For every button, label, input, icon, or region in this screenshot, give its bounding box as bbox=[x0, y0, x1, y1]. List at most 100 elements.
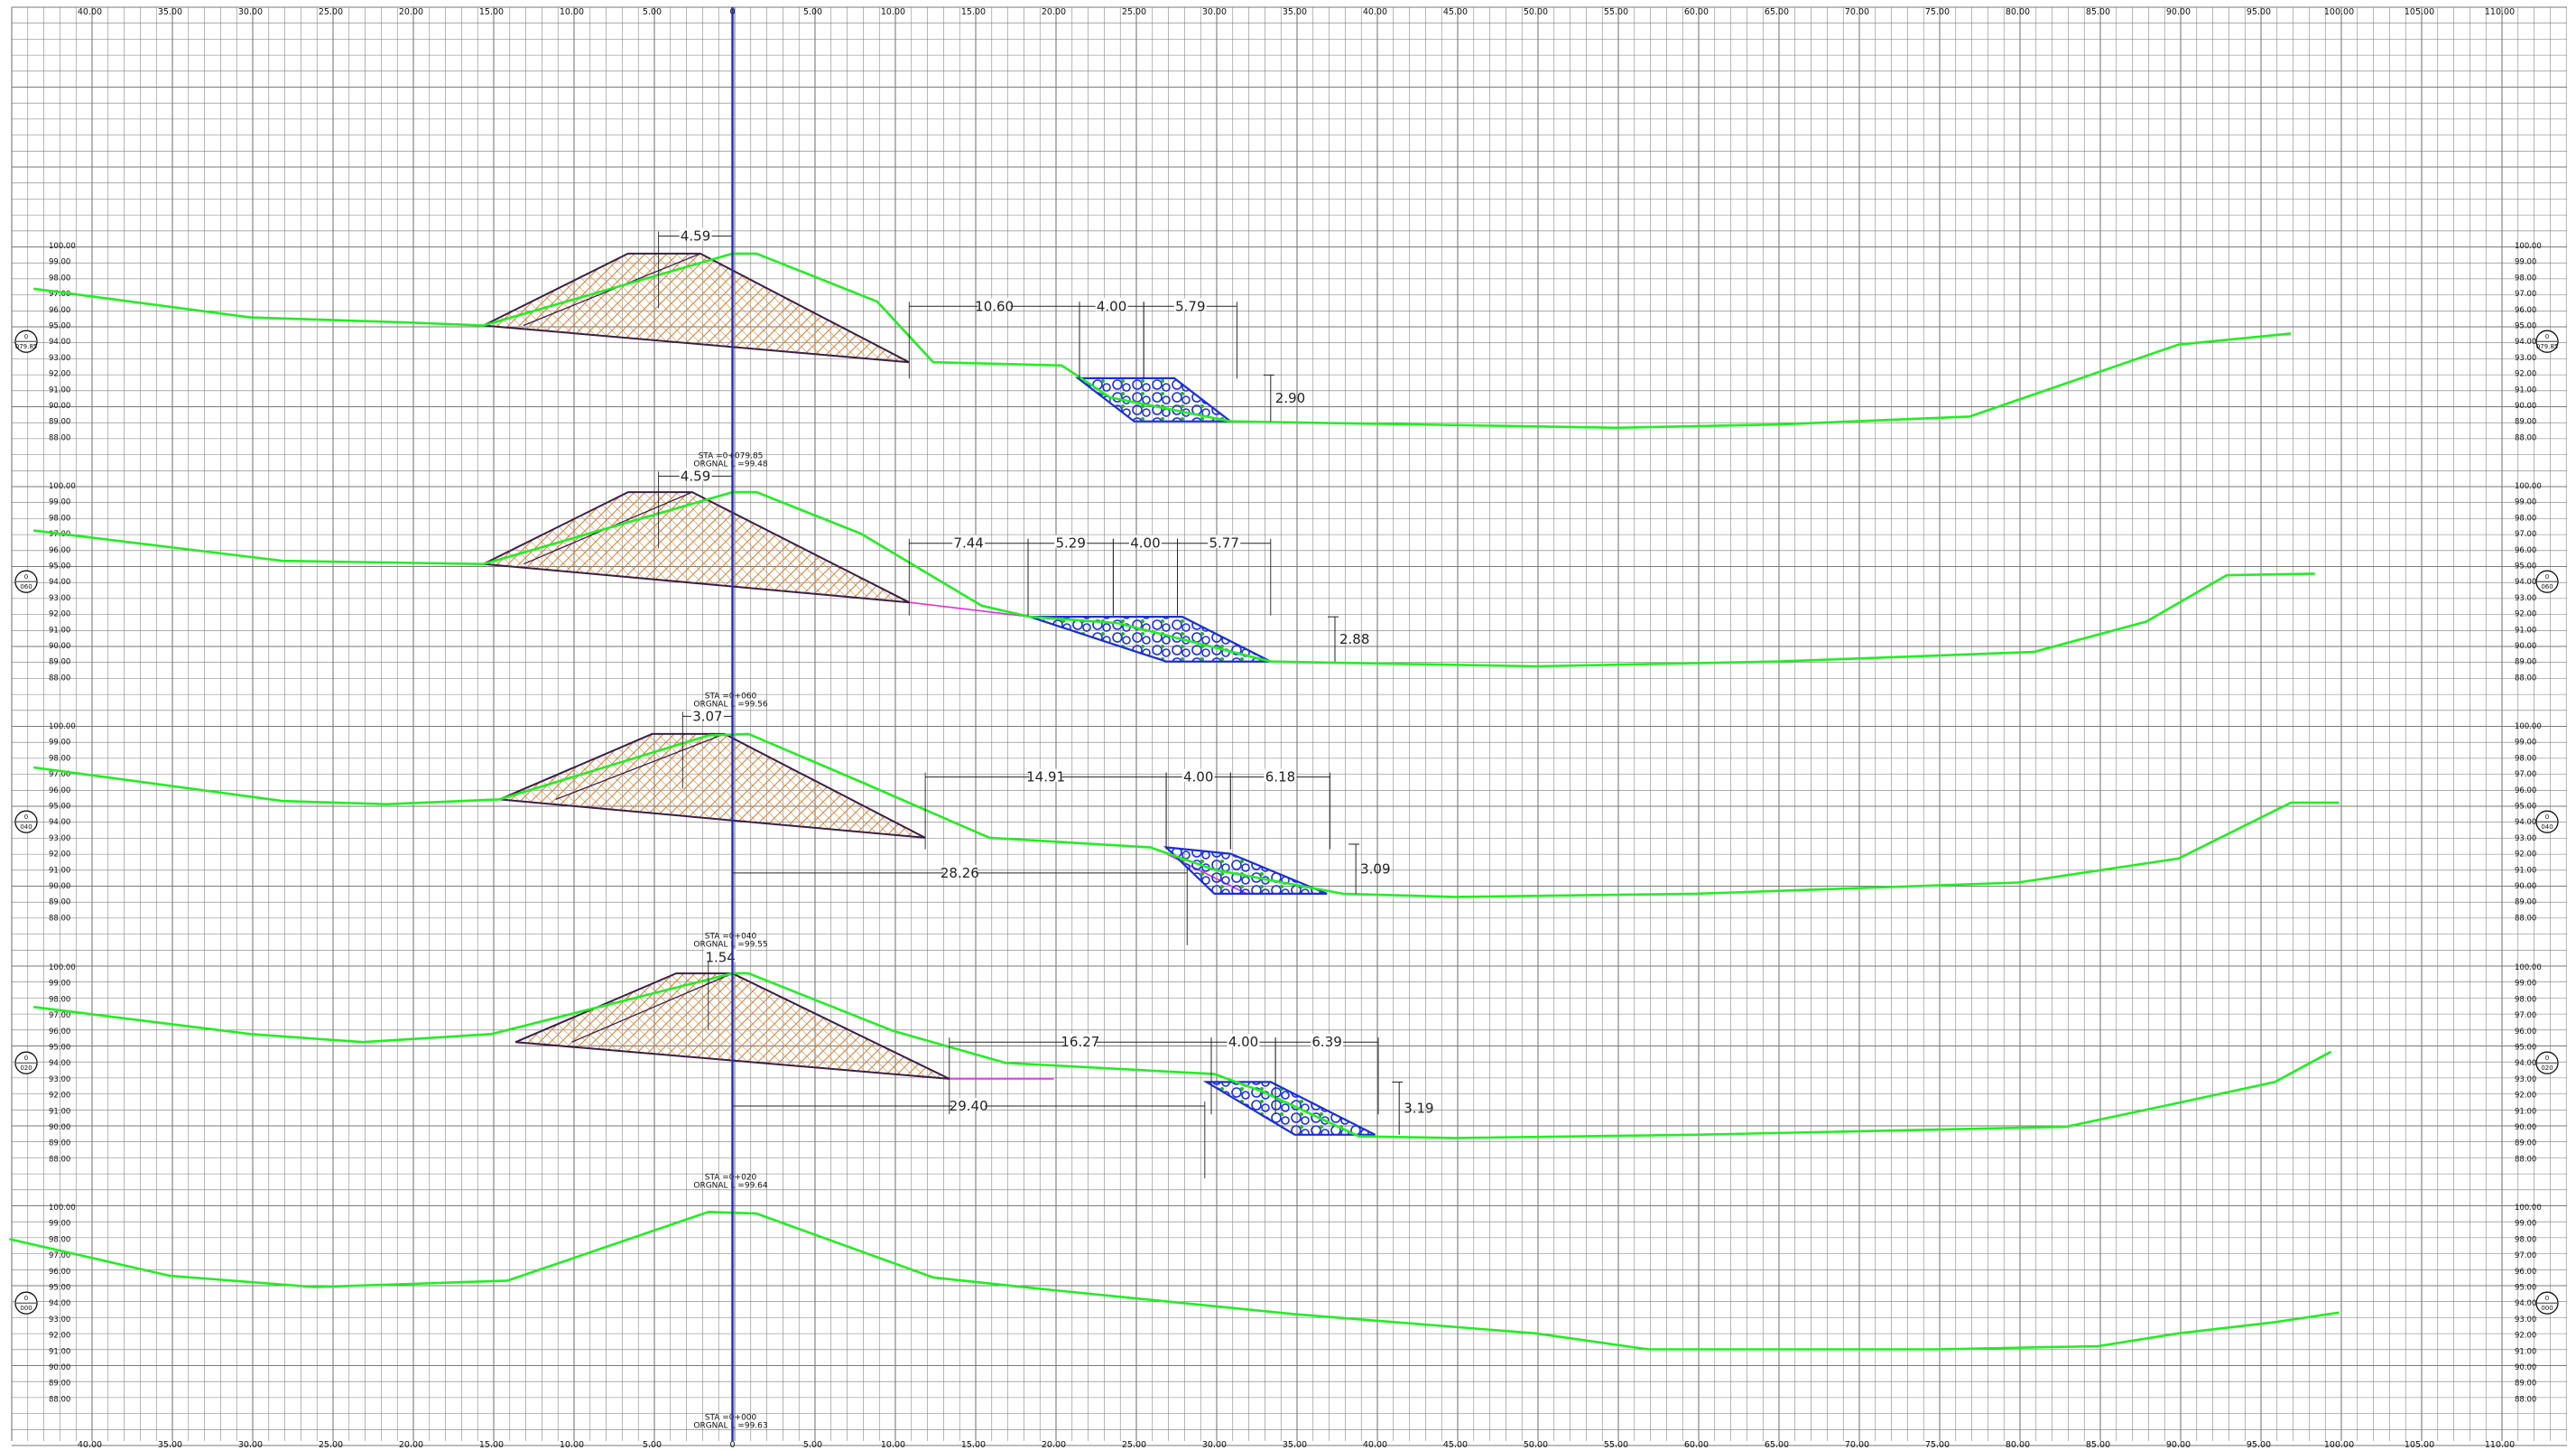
offset-label-top: 95.00 bbox=[2247, 7, 2271, 17]
offset-label-bottom: 45.00 bbox=[1443, 1440, 1468, 1450]
elevation-label-left: 92.00 bbox=[49, 370, 70, 379]
elevation-label-right: 92.00 bbox=[2515, 370, 2536, 379]
offset-label-bottom: 25.00 bbox=[1122, 1440, 1146, 1450]
offset-label-bottom: 30.00 bbox=[1202, 1440, 1227, 1450]
station-label: STA =0+000 bbox=[705, 1413, 757, 1422]
elevation-label-left: 93.00 bbox=[49, 834, 70, 843]
elevation-label-left: 94.00 bbox=[49, 338, 70, 347]
offset-label-top: 110.00 bbox=[2485, 7, 2515, 17]
cross-sections: 100.00 100.00 99.00 99.00 98.00 98.00 97.00 97.… bbox=[9, 228, 2559, 1430]
elevation-label-left: 97.00 bbox=[49, 1011, 70, 1020]
elevation-label-right: 89.00 bbox=[2515, 898, 2536, 907]
elevation-label-right: 91.00 bbox=[2515, 1107, 2536, 1116]
elevation-label-left: 98.00 bbox=[49, 754, 70, 763]
original-level-label: ORGNAL L =99.63 bbox=[693, 1421, 767, 1430]
dimension-label: 6.18 bbox=[1265, 769, 1295, 785]
elevation-label-left: 95.00 bbox=[49, 803, 70, 812]
dimension-label: 29.40 bbox=[950, 1098, 988, 1114]
offset-label-top: 100.00 bbox=[2324, 7, 2354, 17]
elevation-label-right: 92.00 bbox=[2515, 850, 2536, 860]
vertical-dimension-label: 2.88 bbox=[1339, 631, 1369, 647]
dimension-label: 28.26 bbox=[941, 865, 979, 881]
section-marker-top: 0 bbox=[24, 813, 28, 821]
offset-axis-labels: 40.00 40.00 35.00 35.00 30.00 30.00 25.00 25.00… bbox=[78, 7, 2515, 1450]
offset-label-top: 40.00 bbox=[1363, 7, 1387, 17]
elevation-label-left: 91.00 bbox=[49, 626, 70, 635]
offset-label-top: 15.00 bbox=[479, 7, 504, 17]
elevation-label-right: 97.00 bbox=[2515, 770, 2536, 779]
offset-label-top: 60.00 bbox=[1684, 7, 1709, 17]
offset-label-bottom: 10.00 bbox=[881, 1440, 905, 1450]
elevation-label-left: 98.00 bbox=[49, 1235, 70, 1244]
elevation-label-left: 92.00 bbox=[49, 1332, 70, 1341]
offset-label-bottom: 15.00 bbox=[961, 1440, 986, 1450]
offset-label-top: 80.00 bbox=[2006, 7, 2030, 17]
offset-label-bottom: 5.00 bbox=[643, 1440, 662, 1450]
dimension-label-bg bbox=[1227, 1034, 1260, 1047]
offset-label-top: 10.00 bbox=[560, 7, 584, 17]
elevation-label-right: 93.00 bbox=[2515, 354, 2536, 363]
elevation-label-left: 99.00 bbox=[49, 498, 70, 507]
offset-label-bottom: 85.00 bbox=[2086, 1440, 2110, 1450]
elevation-label-right: 90.00 bbox=[2515, 1123, 2536, 1132]
dimension-label-bg bbox=[978, 298, 1011, 311]
offset-label-bottom: 50.00 bbox=[1524, 1440, 1548, 1450]
elevation-label-right: 88.00 bbox=[2515, 1155, 2536, 1164]
dimension-label: 14.91 bbox=[1026, 769, 1065, 785]
elevation-label-right: 100.00 bbox=[2515, 1204, 2542, 1213]
dimension-label-bg bbox=[1063, 1034, 1097, 1047]
elevation-label-left: 95.00 bbox=[49, 1284, 70, 1293]
elevation-label-right: 98.00 bbox=[2515, 514, 2536, 523]
offset-label-top: 40.00 bbox=[78, 7, 102, 17]
dimension-label-bg bbox=[1029, 768, 1062, 782]
elevation-label-left: 88.00 bbox=[49, 433, 70, 442]
elevation-label-left: 95.00 bbox=[49, 1044, 70, 1053]
riprap-icon bbox=[1202, 1081, 1376, 1136]
section-marker-top: 0 bbox=[2545, 1055, 2549, 1062]
elevation-label-right: 96.00 bbox=[2515, 1027, 2536, 1036]
dimension-label-bg bbox=[1208, 534, 1241, 548]
elevation-label-left: 100.00 bbox=[49, 963, 76, 972]
elevation-label-left: 99.00 bbox=[49, 739, 70, 748]
elevation-label-right: 97.00 bbox=[2515, 530, 2536, 539]
elevation-label-left: 89.00 bbox=[49, 418, 70, 427]
elevation-label-right: 90.00 bbox=[2515, 642, 2536, 651]
elevation-label-left: 99.00 bbox=[49, 980, 70, 989]
station-label: STA =0+040 bbox=[705, 932, 757, 941]
elevation-label-left: 92.00 bbox=[49, 850, 70, 860]
offset-label-bottom: 40.00 bbox=[1363, 1440, 1387, 1450]
elevation-label-right: 99.00 bbox=[2515, 258, 2536, 267]
elevation-label-left: 96.00 bbox=[49, 786, 70, 795]
elevation-label-right: 94.00 bbox=[2515, 1059, 2536, 1068]
dimension-label-bg bbox=[679, 468, 712, 481]
dimension-label: 1.54 bbox=[705, 949, 735, 965]
section-marker-bottom: 020 bbox=[20, 1064, 32, 1072]
dimension-label: 5.79 bbox=[1175, 298, 1205, 314]
dimension-label-bg bbox=[943, 864, 977, 878]
dimension-label: 4.00 bbox=[1183, 769, 1213, 785]
station-label: STA =0+060 bbox=[705, 692, 757, 701]
elevation-label-left: 91.00 bbox=[49, 1107, 70, 1116]
dimension-label-bg bbox=[1311, 1034, 1344, 1047]
offset-label-bottom: 30.00 bbox=[238, 1440, 263, 1450]
elevation-label-left: 90.00 bbox=[49, 882, 70, 891]
offset-label-bottom: 110.00 bbox=[2485, 1440, 2515, 1450]
elevation-label-left: 91.00 bbox=[49, 386, 70, 395]
elevation-label-right: 99.00 bbox=[2515, 739, 2536, 748]
elevation-label-left: 98.00 bbox=[49, 514, 70, 523]
elevation-label-right: 95.00 bbox=[2515, 1284, 2536, 1293]
dimension-label: 5.29 bbox=[1055, 535, 1085, 552]
elevation-label-left: 97.00 bbox=[49, 770, 70, 779]
offset-label-bottom: 55.00 bbox=[1604, 1440, 1628, 1450]
elevation-label-left: 97.00 bbox=[49, 290, 70, 299]
vertical-dimension-label: 3.09 bbox=[1360, 860, 1390, 877]
elevation-label-left: 93.00 bbox=[49, 594, 70, 603]
ground-profile-line bbox=[33, 252, 2292, 430]
offset-label-top: 20.00 bbox=[1042, 7, 1066, 17]
section-marker-top: 0 bbox=[24, 573, 28, 581]
elevation-label-right: 100.00 bbox=[2515, 482, 2542, 491]
section-marker-bottom: 060 bbox=[2541, 583, 2553, 590]
section-marker-bottom: 020 bbox=[2541, 1064, 2553, 1072]
